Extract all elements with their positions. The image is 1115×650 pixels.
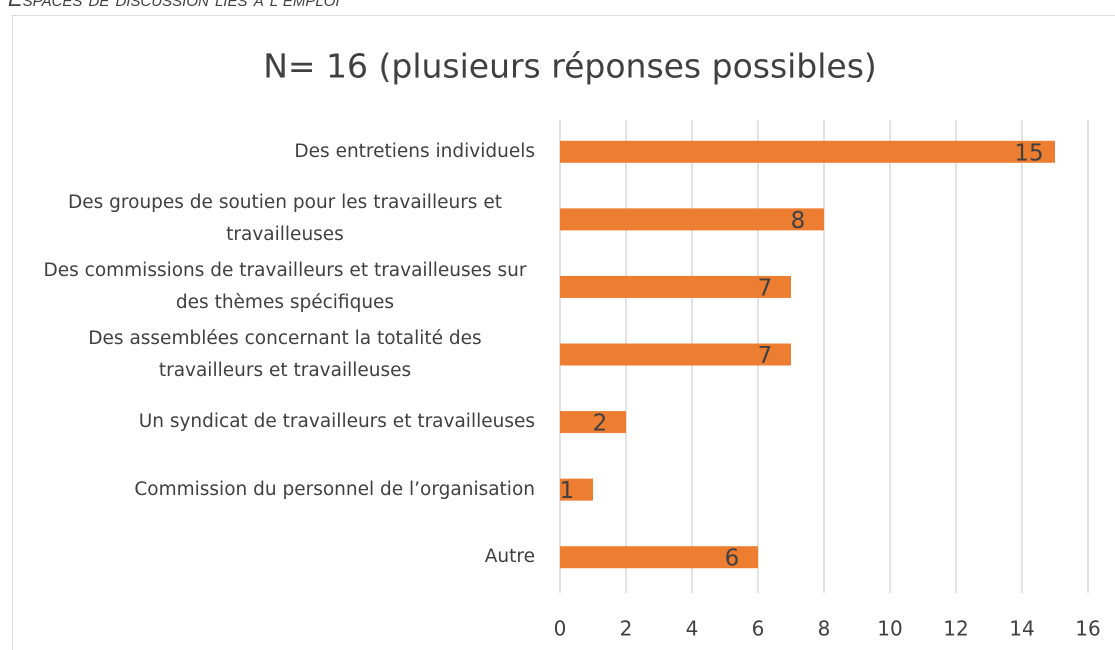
x-tick-label: 2	[620, 617, 633, 641]
data-label: 7	[758, 343, 773, 369]
bar	[560, 275, 791, 298]
x-tick-label: 12	[943, 617, 968, 641]
x-tick-label: 4	[686, 617, 699, 641]
data-label: 2	[593, 411, 608, 437]
category-label-wrap: Des groupes de soutien pour les travaill…	[20, 179, 535, 259]
y-tick-label: Des assemblées concernant la totalité de…	[88, 327, 482, 381]
x-tick-label: 0	[554, 617, 567, 641]
category-label-wrap: Un syndicat de travailleurs et travaille…	[20, 382, 535, 462]
category-label-box: Un syndicat de travailleurs et travaille…	[20, 382, 535, 462]
category-label-wrap: Des commissions de travailleurs et trava…	[20, 247, 535, 327]
category-label-box: Autre	[20, 517, 535, 597]
category-label-wrap: Commission du personnel de l’organisatio…	[20, 450, 535, 530]
data-label: 8	[791, 208, 806, 234]
data-label: 15	[1014, 140, 1043, 166]
category-label-wrap: Des entretiens individuels	[20, 112, 535, 192]
data-label: 7	[758, 275, 773, 301]
data-label: 1	[560, 478, 575, 504]
x-tick-label: 10	[877, 617, 902, 641]
chart-frame	[12, 15, 1115, 650]
y-tick-label: Des commissions de travailleurs et trava…	[43, 259, 527, 313]
category-label-box: Des assemblées concernant la totalité de…	[20, 315, 535, 395]
y-tick-label: Autre	[484, 546, 535, 568]
bar	[560, 546, 758, 569]
y-tick-label: Des groupes de soutien pour les travaill…	[68, 192, 502, 246]
category-label-box: Des groupes de soutien pour les travaill…	[20, 179, 535, 259]
category-label-box: Des entretiens individuels	[20, 112, 535, 192]
y-tick-label: Commission du personnel de l’organisatio…	[134, 478, 535, 500]
caption: Espaces de discussion liés à l’emploi	[8, 0, 340, 11]
category-label-wrap: Autre	[20, 517, 535, 597]
y-tick-label: Un syndicat de travailleurs et travaille…	[138, 411, 535, 433]
bar	[560, 411, 626, 434]
category-label-wrap: Des assemblées concernant la totalité de…	[20, 315, 535, 395]
data-label: 6	[725, 546, 740, 572]
category-label-box: Commission du personnel de l’organisatio…	[20, 450, 535, 530]
bar	[560, 343, 791, 366]
bar	[560, 478, 593, 501]
x-tick-label: 16	[1075, 617, 1100, 641]
chart-title: N= 16 (plusieurs réponses possibles)	[263, 47, 877, 86]
category-label-box: Des commissions de travailleurs et trava…	[20, 247, 535, 327]
y-tick-label: Des entretiens individuels	[294, 140, 535, 162]
bar	[560, 140, 1055, 163]
x-tick-label: 6	[752, 617, 765, 641]
x-tick-label: 14	[1009, 617, 1034, 641]
x-tick-label: 8	[818, 617, 831, 641]
bar	[560, 208, 824, 231]
